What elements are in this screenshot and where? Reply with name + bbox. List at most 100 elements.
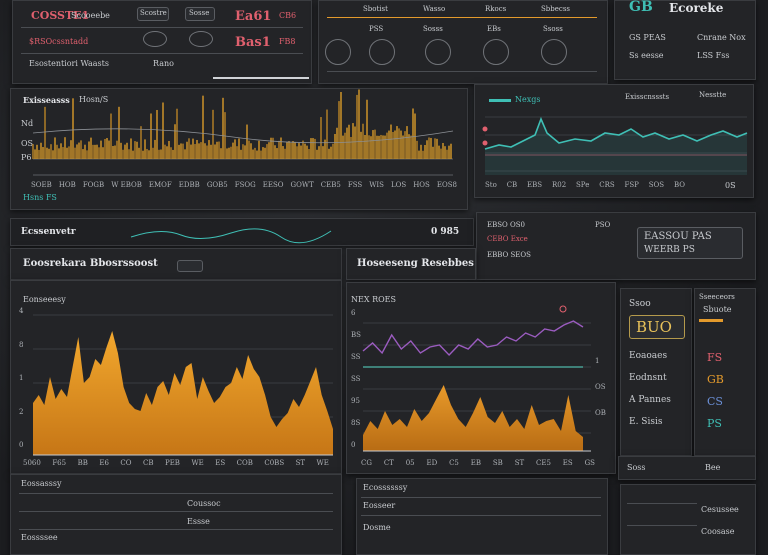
indicator-2-icon[interactable] [369,39,395,65]
side-panel-title: Ssoo [629,299,651,309]
bottom-side-label-2: Coosase [701,527,735,536]
overlay-x-tick: C5 [449,459,459,467]
overlay-x-tick: ED [426,459,438,467]
overlay-y-tick: 8S [351,419,361,427]
overlay-marker [559,305,567,313]
tab-right-header[interactable]: Hoseeseng Resebbes [346,248,476,280]
overlay-x-tick: ES [562,459,573,467]
summary-progress-bar [213,77,309,79]
metric-card-line-2: WEERB PS [644,245,695,255]
tab-right-label: Hoseeseng Resebbes [357,258,474,269]
trend-chart [482,116,748,175]
volume-x-tick: C0BS [264,459,285,467]
side-panel: Ssoo BUO Eoaoaes Eodnsnt A Pannes E. Sis… [620,288,692,456]
volume-chart [33,314,333,456]
volume-x-tick: E6 [99,459,109,467]
bottom-left-row: Eossssee [21,533,58,542]
summary-value-1-unit: CB6 [279,11,297,20]
overlay-y-tick: 95 [351,397,360,405]
bottom-left-label-2: Essse [187,517,210,526]
side-values-panel: Sseeceors Sbuote FS GB CS PS [694,288,756,456]
waveform-x-tick: LOS [390,181,407,189]
indicator-3-label: Rkocs [485,5,507,13]
summary-tab-2[interactable] [185,7,215,21]
bottom-side-label-1: Cesussee [701,505,739,514]
trend-x-tick: R02 [551,181,567,189]
trend-subheader: Nesstte [699,91,727,99]
side-item-value: CS [707,395,723,408]
overlay-x-tick: CE5 [536,459,551,467]
volume-x-tick: WE [191,459,204,467]
bottom-side-panel: Cesussee Coosase [620,484,756,555]
overlay-y-tick: 6 [351,309,356,317]
trend-x-tick: BO [673,181,685,189]
waveform-x-tick: HOS [413,181,430,189]
side-item-value: FS [707,351,723,364]
waveform-x-tick: EOS8 [436,181,457,189]
waveform-x-tick: WIS [369,181,384,189]
indicator-3-sub: EBs [487,25,501,33]
trend-x-tick: Sto [485,181,497,189]
indicator-5-icon[interactable] [541,39,567,65]
overlay-x-tick: 05 [405,459,415,467]
summary-panel: COSSTE1 Scooeebe Scostre Sosse Ea61 CB6 … [12,0,312,84]
trend-marker [482,126,488,132]
summary-value-2-unit: FB8 [279,37,296,46]
status-strip-value: 0 985 [431,227,460,237]
volume-y-tick: 1 [19,374,24,382]
indicator-3-icon[interactable] [425,39,451,65]
summary-tab-1-label: Scostre [140,9,167,17]
overlay-y-tick: BS [351,331,361,339]
gauge-icon [143,31,167,47]
volume-x-tick: BB [77,459,88,467]
overlay-y-tick: SS [351,375,361,383]
trend-x-tick: SPe [576,181,590,189]
brand-label-2: Ss eesse [629,51,664,60]
summary-row3-label: Esostentiori Waasts [29,59,109,68]
volume-x-tick: WE [316,459,329,467]
overlay-y-tick: 0 [351,441,356,449]
summary-row3-value: Rano [153,59,174,68]
brand-title: Ecoreke [669,1,724,15]
bottom-left-panel: Eossasssy Coussoc Essse Eossssee [10,474,342,555]
overlay-chart-panel: NEX ROES 6 BS SS SS 95 8S 0 1 OS OB CG CT 05 ED C5 EB… [346,282,616,474]
bottom-right-label-1: Eosseer [363,501,396,510]
side-item-label: A Pannes [629,395,671,405]
summary-row2-label: $RSOcssntadd [29,37,89,46]
waveform-x-tick: W EBOB [111,181,142,189]
trend-title: Nexgs [515,95,541,104]
volume-y-tick: 0 [19,441,24,449]
metric-card[interactable]: EASSOU PAS WEERB PS [637,227,743,259]
waveform-x-tick: SOEB [31,181,52,189]
indicator-4-icon[interactable] [483,39,509,65]
metric-column: PSO [595,221,611,229]
side-footer-left: Soss [627,463,646,472]
waveform-x-tick: CEB5 [320,181,341,189]
tab-left-header[interactable]: Eoosrekara Bbosrssoost [10,248,342,280]
side-footer-right: Bee [705,463,721,472]
overlay-chart-x-axis: CG CT 05 ED C5 EB SB ST CE5 ES GS [361,459,595,467]
brand-value-2: LSS Fss [697,51,730,60]
volume-x-tick: 5060 [23,459,41,467]
status-strip-line [130,228,332,244]
waveform-x-tick: EDBB [178,181,200,189]
trend-x-right: 0S [725,181,736,190]
indicator-1-icon[interactable] [325,39,351,65]
indicator-4-label: Sbbecss [541,5,571,13]
waveform-x-tick: EMOF [148,181,172,189]
waveform-y-label: OS [21,139,34,148]
waveform-x-tick: EESO [262,181,284,189]
volume-x-tick: ES [215,459,226,467]
side-item-value: PS [707,417,722,430]
summary-tab-1[interactable] [137,7,169,21]
waveform-x-axis: SOEB HOB FOGB W EBOB EMOF EDBB GOB5 FSOG EESO GOW… [31,181,457,189]
status-strip-label: Ecssenvetr [21,227,76,237]
volume-x-tick: PEB [164,459,180,467]
metric-card-line-1: EASSOU PAS [644,231,712,242]
tab-left-control[interactable] [177,260,203,272]
brand-panel: GB Ecoreke GS PEAS Cnrane Nox Ss eesse L… [614,0,756,80]
status-strip: Ecssenvetr 0 985 [10,218,474,246]
waveform-title: Exisseasss [23,95,70,105]
